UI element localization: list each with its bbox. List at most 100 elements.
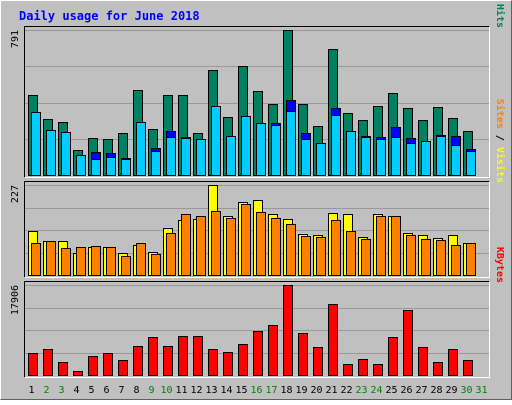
- panel-axis-legend: Sites / Visits: [494, 99, 506, 183]
- x-tick-label-day-18: 18: [280, 385, 292, 396]
- bar-pages-day-26: [406, 143, 416, 176]
- bar-pages-day-8: [136, 122, 146, 176]
- panel-hits: 791 Pages / Files / Hits: [10, 0, 506, 178]
- panel-border-dark: [24, 181, 490, 278]
- panel-border-light: [24, 181, 490, 278]
- bar-kbytes-day-13: [208, 349, 218, 376]
- bar-sites-day-5: [91, 246, 101, 276]
- bar-sites-day-4: [76, 247, 86, 276]
- x-tick-label-day-10: 10: [160, 385, 172, 396]
- x-tick-label-day-24: 24: [370, 385, 382, 396]
- legend-part: /: [494, 129, 505, 147]
- bar-pages-day-19: [301, 139, 311, 176]
- bar-pages-day-30: [466, 151, 476, 176]
- bar-pages-day-23: [361, 137, 371, 176]
- x-tick-label-day-25: 25: [385, 385, 397, 396]
- bar-pages-day-9: [151, 151, 161, 176]
- x-tick-label-day-11: 11: [175, 385, 187, 396]
- panel-border-light: [24, 281, 490, 378]
- x-tick-label-day-14: 14: [220, 385, 232, 396]
- bar-kbytes-day-11: [178, 336, 188, 376]
- panel-kbytes: 17906 KBytes: [10, 247, 505, 378]
- legend-part: Visits: [494, 147, 506, 183]
- bar-kbytes-day-10: [163, 346, 173, 376]
- bar-pages-day-5: [91, 159, 101, 176]
- bar-sites-day-22: [346, 231, 356, 276]
- bar-sites-day-15: [241, 204, 251, 276]
- bar-sites-day-29: [451, 245, 461, 276]
- bar-pages-day-7: [121, 159, 131, 176]
- panel-max-label: 17906: [10, 285, 21, 315]
- bar-pages-day-25: [391, 137, 401, 176]
- bar-kbytes-day-26: [403, 310, 413, 376]
- bar-kbytes-day-6: [103, 353, 113, 376]
- panel-border-dark: [24, 26, 490, 178]
- x-tick-label-day-26: 26: [400, 385, 412, 396]
- bar-sites-day-11: [181, 214, 191, 276]
- x-tick-label-day-30: 30: [460, 385, 472, 396]
- x-tick-label-day-23: 23: [355, 385, 367, 396]
- bar-sites-day-19: [301, 236, 311, 276]
- bar-pages-day-10: [166, 137, 176, 176]
- bar-kbytes-day-5: [88, 356, 98, 376]
- bar-sites-day-23: [361, 239, 371, 276]
- x-tick-label-day-8: 8: [133, 385, 139, 396]
- bar-pages-day-17: [271, 125, 281, 176]
- bar-pages-day-11: [181, 138, 191, 176]
- x-tick-label-day-19: 19: [295, 385, 307, 396]
- bar-pages-day-27: [421, 141, 431, 176]
- bar-sites-day-30: [466, 243, 476, 276]
- x-tick-label-day-9: 9: [148, 385, 154, 396]
- panel-border-light: [24, 26, 490, 178]
- panel-visits: 227 Sites / Visits: [10, 99, 506, 278]
- bar-pages-day-18: [286, 111, 296, 176]
- bar-sites-day-3: [61, 248, 71, 276]
- bar-kbytes-day-7: [118, 360, 128, 376]
- bar-sites-day-18: [286, 224, 296, 276]
- bar-sites-day-16: [256, 212, 266, 276]
- bar-kbytes-day-2: [43, 349, 53, 376]
- bar-pages-day-4: [76, 155, 86, 176]
- bar-kbytes-day-29: [448, 349, 458, 376]
- bar-pages-day-13: [211, 106, 221, 176]
- bar-pages-day-14: [226, 136, 236, 176]
- bar-pages-day-15: [241, 116, 251, 176]
- bar-kbytes-day-16: [253, 331, 263, 376]
- bar-kbytes-day-28: [433, 362, 443, 376]
- bar-kbytes-day-9: [148, 337, 158, 376]
- bar-kbytes-day-15: [238, 344, 248, 376]
- x-tick-label-day-29: 29: [445, 385, 457, 396]
- bar-pages-day-28: [436, 136, 446, 176]
- bar-sites-day-20: [316, 237, 326, 276]
- bar-kbytes-day-23: [358, 359, 368, 376]
- x-tick-label-day-3: 3: [58, 385, 64, 396]
- bar-sites-day-27: [421, 239, 431, 276]
- panel-axis-legend: Pages / Files / Hits: [494, 0, 506, 28]
- bar-kbytes-day-19: [298, 333, 308, 376]
- bar-sites-day-26: [406, 235, 416, 276]
- x-tick-label-day-15: 15: [235, 385, 247, 396]
- bar-kbytes-day-1: [28, 353, 38, 376]
- bar-sites-day-13: [211, 211, 221, 276]
- bar-sites-day-24: [376, 216, 386, 276]
- bar-kbytes-day-4: [73, 371, 83, 376]
- x-tick-label-day-21: 21: [325, 385, 337, 396]
- x-tick-label-day-2: 2: [43, 385, 49, 396]
- bar-kbytes-day-14: [223, 352, 233, 376]
- bar-kbytes-day-17: [268, 325, 278, 376]
- bar-sites-day-6: [106, 247, 116, 276]
- bar-pages-day-2: [46, 130, 56, 176]
- bar-pages-day-22: [346, 131, 356, 176]
- x-tick-label-day-13: 13: [205, 385, 217, 396]
- x-tick-label-day-1: 1: [28, 385, 34, 396]
- bar-sites-day-7: [121, 256, 131, 276]
- x-tick-label-day-5: 5: [88, 385, 94, 396]
- bar-sites-day-28: [436, 240, 446, 276]
- bar-sites-day-17: [271, 218, 281, 276]
- x-tick-label-day-12: 12: [190, 385, 202, 396]
- bar-kbytes-day-21: [328, 304, 338, 376]
- legend-part: /: [494, 0, 505, 4]
- bar-pages-day-12: [196, 139, 206, 176]
- bar-kbytes-day-8: [133, 346, 143, 376]
